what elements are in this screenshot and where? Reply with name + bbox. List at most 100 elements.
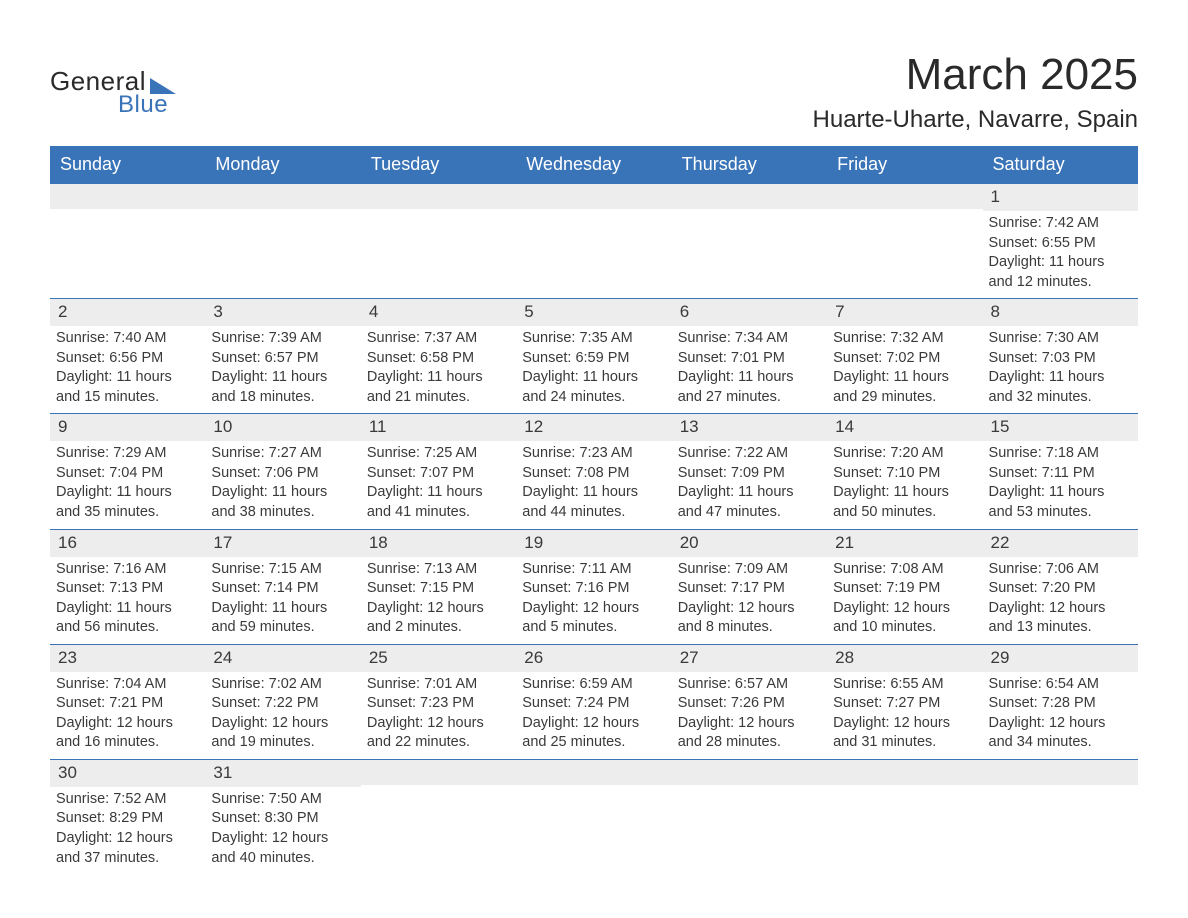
day-number: 6 <box>672 299 827 326</box>
day-cell: 20Sunrise: 7:09 AMSunset: 7:17 PMDayligh… <box>672 530 827 644</box>
title-block: March 2025 Huarte-Uharte, Navarre, Spain <box>813 50 1138 134</box>
sunrise-line: Sunrise: 7:40 AM <box>56 329 199 349</box>
day-cell: 14Sunrise: 7:20 AMSunset: 7:10 PMDayligh… <box>827 414 982 528</box>
sunset-line: Sunset: 7:10 PM <box>833 464 976 484</box>
daylight-line: Daylight: 12 hours and 10 minutes. <box>833 599 976 638</box>
day-of-week-header: Monday <box>205 146 360 183</box>
day-cell: 31 Sunrise: 7:50 AMSunset: 8:30 PMDayligh… <box>205 760 360 874</box>
day-cell: 25Sunrise: 7:01 AMSunset: 7:23 PMDayligh… <box>361 645 516 759</box>
day-number: 30 <box>50 760 205 787</box>
sunset-line: Sunset: 7:16 PM <box>522 579 665 599</box>
sunrise-line: Sunrise: 6:59 AM <box>522 675 665 695</box>
daylight-line: Daylight: 12 hours and 34 minutes. <box>989 714 1132 753</box>
sunrise-line: Sunrise: 7:50 AM <box>211 790 354 810</box>
day-number: 31 <box>205 760 360 787</box>
week-row: 2Sunrise: 7:40 AMSunset: 6:56 PMDaylight… <box>50 298 1138 413</box>
sunrise-line: Sunrise: 7:09 AM <box>678 560 821 580</box>
sunset-line: Sunset: 7:24 PM <box>522 694 665 714</box>
sunrise-line: Sunrise: 7:32 AM <box>833 329 976 349</box>
day-cell: 19Sunrise: 7:11 AMSunset: 7:16 PMDayligh… <box>516 530 671 644</box>
day-number: 29 <box>983 645 1138 672</box>
day-cell: 27Sunrise: 6:57 AMSunset: 7:26 PMDayligh… <box>672 645 827 759</box>
day-cell: 6Sunrise: 7:34 AMSunset: 7:01 PMDaylight… <box>672 299 827 413</box>
daylight-line: Daylight: 12 hours and 13 minutes. <box>989 599 1132 638</box>
day-cell: 12Sunrise: 7:23 AMSunset: 7:08 PMDayligh… <box>516 414 671 528</box>
day-number-bar-empty <box>516 760 671 785</box>
sunset-line: Sunset: 6:55 PM <box>989 234 1132 254</box>
daylight-line: Daylight: 12 hours and 8 minutes. <box>678 599 821 638</box>
day-number: 1 <box>983 184 1138 211</box>
day-number: 21 <box>827 530 982 557</box>
day-number: 25 <box>361 645 516 672</box>
day-cell-empty <box>205 184 360 298</box>
daylight-line: Daylight: 11 hours and 21 minutes. <box>367 368 510 407</box>
daylight-line: Daylight: 12 hours and 31 minutes. <box>833 714 976 753</box>
day-cell: 5Sunrise: 7:35 AMSunset: 6:59 PMDaylight… <box>516 299 671 413</box>
daylight-line: Daylight: 12 hours and 25 minutes. <box>522 714 665 753</box>
day-cell: 18Sunrise: 7:13 AMSunset: 7:15 PMDayligh… <box>361 530 516 644</box>
sunrise-line: Sunrise: 7:37 AM <box>367 329 510 349</box>
sunset-line: Sunset: 6:59 PM <box>522 349 665 369</box>
sunrise-line: Sunrise: 7:01 AM <box>367 675 510 695</box>
day-number-bar-empty <box>672 184 827 209</box>
daylight-line: Daylight: 12 hours and 40 minutes. <box>211 829 354 868</box>
day-of-week-header: Friday <box>827 146 982 183</box>
sunset-line: Sunset: 8:29 PM <box>56 809 199 829</box>
daylight-line: Daylight: 12 hours and 28 minutes. <box>678 714 821 753</box>
sunrise-line: Sunrise: 7:25 AM <box>367 444 510 464</box>
day-number: 24 <box>205 645 360 672</box>
day-number: 4 <box>361 299 516 326</box>
day-cell: 3Sunrise: 7:39 AMSunset: 6:57 PMDaylight… <box>205 299 360 413</box>
sunset-line: Sunset: 7:15 PM <box>367 579 510 599</box>
sunrise-line: Sunrise: 7:13 AM <box>367 560 510 580</box>
day-cell: 22Sunrise: 7:06 AMSunset: 7:20 PMDayligh… <box>983 530 1138 644</box>
day-cell-empty <box>516 760 671 874</box>
day-number: 18 <box>361 530 516 557</box>
day-cell: 10Sunrise: 7:27 AMSunset: 7:06 PMDayligh… <box>205 414 360 528</box>
sunrise-line: Sunrise: 7:16 AM <box>56 560 199 580</box>
sunset-line: Sunset: 7:14 PM <box>211 579 354 599</box>
daylight-line: Daylight: 11 hours and 56 minutes. <box>56 599 199 638</box>
day-number: 13 <box>672 414 827 441</box>
sunset-line: Sunset: 7:22 PM <box>211 694 354 714</box>
sunrise-line: Sunrise: 7:35 AM <box>522 329 665 349</box>
daylight-line: Daylight: 11 hours and 29 minutes. <box>833 368 976 407</box>
day-cell: 29Sunrise: 6:54 AMSunset: 7:28 PMDayligh… <box>983 645 1138 759</box>
day-number-bar-empty <box>827 760 982 785</box>
sunrise-line: Sunrise: 7:15 AM <box>211 560 354 580</box>
sunset-line: Sunset: 7:17 PM <box>678 579 821 599</box>
daylight-line: Daylight: 11 hours and 59 minutes. <box>211 599 354 638</box>
week-row: 30Sunrise: 7:52 AMSunset: 8:29 PMDayligh… <box>50 759 1138 874</box>
day-cell: 4Sunrise: 7:37 AMSunset: 6:58 PMDaylight… <box>361 299 516 413</box>
sunset-line: Sunset: 8:30 PM <box>211 809 354 829</box>
sunrise-line: Sunrise: 7:42 AM <box>989 214 1132 234</box>
sunset-line: Sunset: 7:07 PM <box>367 464 510 484</box>
day-number-bar-empty <box>205 184 360 209</box>
day-number-bar-empty <box>983 760 1138 785</box>
daylight-line: Daylight: 11 hours and 35 minutes. <box>56 483 199 522</box>
day-cell: 2Sunrise: 7:40 AMSunset: 6:56 PMDaylight… <box>50 299 205 413</box>
day-number: 2 <box>50 299 205 326</box>
daylight-line: Daylight: 12 hours and 5 minutes. <box>522 599 665 638</box>
sunrise-line: Sunrise: 7:29 AM <box>56 444 199 464</box>
day-number: 19 <box>516 530 671 557</box>
sunset-line: Sunset: 7:04 PM <box>56 464 199 484</box>
day-number-bar-empty <box>672 760 827 785</box>
week-row: 16Sunrise: 7:16 AMSunset: 7:13 PMDayligh… <box>50 529 1138 644</box>
sunrise-line: Sunrise: 7:06 AM <box>989 560 1132 580</box>
sunset-line: Sunset: 7:11 PM <box>989 464 1132 484</box>
daylight-line: Daylight: 11 hours and 12 minutes. <box>989 253 1132 292</box>
day-number: 17 <box>205 530 360 557</box>
day-cell: 24Sunrise: 7:02 AMSunset: 7:22 PMDayligh… <box>205 645 360 759</box>
day-cell: 13Sunrise: 7:22 AMSunset: 7:09 PMDayligh… <box>672 414 827 528</box>
day-number-bar-empty <box>516 184 671 209</box>
day-cell-empty <box>50 184 205 298</box>
sunrise-line: Sunrise: 7:02 AM <box>211 675 354 695</box>
day-number: 22 <box>983 530 1138 557</box>
week-row: 1 Sunrise: 7:42 AMSunset: 6:55 PMDaylight… <box>50 183 1138 298</box>
day-cell: 15Sunrise: 7:18 AMSunset: 7:11 PMDayligh… <box>983 414 1138 528</box>
header: General Blue March 2025 Huarte-Uharte, N… <box>50 50 1138 134</box>
sunset-line: Sunset: 7:23 PM <box>367 694 510 714</box>
day-cell-empty <box>361 184 516 298</box>
day-number: 28 <box>827 645 982 672</box>
